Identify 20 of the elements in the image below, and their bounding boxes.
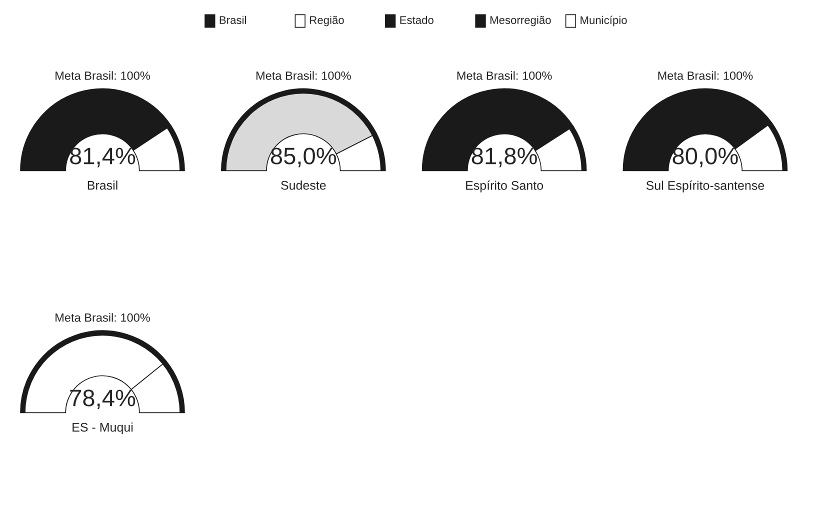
chart-title: Meta Brasil: 100% (658, 71, 753, 80)
chart-title: Meta Brasil: 100% (256, 71, 351, 80)
category-label: Estado (400, 16, 434, 24)
text: Brasil (88, 180, 118, 190)
chart-title: Meta Brasil: 100% (56, 71, 150, 80)
data-label: 78,4% (70, 390, 136, 410)
data-label: 80,0% (672, 148, 738, 168)
category-label: Região (310, 16, 344, 26)
chart-title: Meta Brasil: 100% (457, 71, 552, 80)
data-label: 81,4% (70, 148, 136, 168)
chart-title: Meta Brasil: 100% (56, 313, 150, 322)
category-label: Município (580, 16, 627, 26)
category-label: Brasil (220, 16, 246, 24)
text: Espírito Santo (466, 180, 544, 192)
data-label: 85,0% (270, 148, 336, 168)
text: Sul Espírito-santense (646, 180, 764, 192)
category-label: Mesorregião (490, 16, 551, 26)
data-label: 81,8% (472, 148, 537, 168)
text: ES - Muqui (72, 422, 133, 434)
text: Sudeste (281, 180, 326, 190)
